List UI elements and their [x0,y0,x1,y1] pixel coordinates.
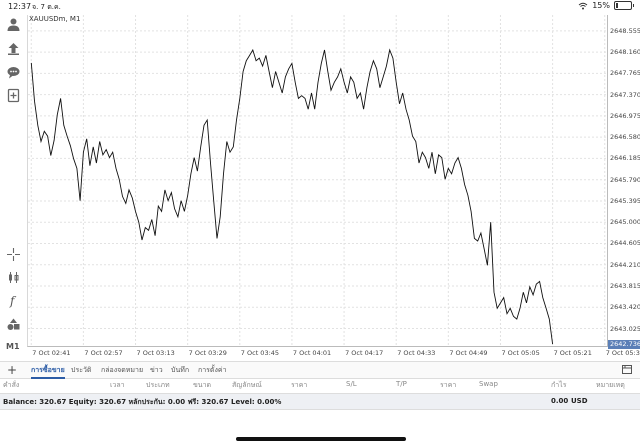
col-time[interactable]: เวลา [110,381,125,389]
status-date: จ. 7 ต.ค. [32,3,61,11]
col-price[interactable]: ราคา [291,381,308,389]
price-tick-label: 2644.210 [610,260,640,269]
time-tick-label: 7 Oct 04:01 [292,349,332,357]
time-tick-label: 7 Oct 04:49 [449,349,488,357]
col-order[interactable]: คำสั่ง [3,381,20,389]
balance-summary: Balance: 320.67 Equity: 320.67 หลักประกั… [3,398,282,406]
tab-settings[interactable]: การตั้งค่า [198,366,227,374]
col-sl[interactable]: S/L [346,380,357,388]
battery-percent: 15% [592,1,610,10]
time-tick-label: 7 Oct 03:29 [188,349,227,357]
price-tick-label: 2647.765 [610,69,640,78]
tab-mailbox[interactable]: กล่องจดหมาย [101,366,144,374]
battery-icon [614,1,634,10]
col-price-current[interactable]: ราคา [440,381,457,389]
col-swap[interactable]: Swap [479,380,498,388]
price-tick-label: 2645.000 [610,218,640,227]
col-symbol[interactable]: สัญลักษณ์ [232,381,262,389]
col-volume[interactable]: ขนาด [193,381,212,389]
account-currency: USD [571,397,588,405]
col-profit[interactable]: กำไร [551,381,567,389]
price-tick-label: 2647.370 [610,90,640,99]
time-tick-label: 7 Oct 04:33 [397,349,436,357]
collapse-panel-icon[interactable] [622,365,632,374]
chat-icon[interactable] [6,65,21,80]
left-toolbar: f M1 [0,15,27,360]
home-indicator [236,437,406,441]
price-tick-label: 2645.395 [610,196,640,205]
price-tick-label: 2643.025 [610,324,640,333]
col-comment[interactable]: หมายเหตุ [596,381,625,389]
price-tick-label: 2648.555 [610,26,640,35]
chart-type-icon[interactable] [6,270,21,285]
objects-icon[interactable] [6,317,21,332]
total-profit: 0.00 [551,397,569,405]
new-order-icon[interactable] [6,88,21,103]
price-tick-label: 2646.185 [610,154,640,163]
tab-trade[interactable]: การซื้อขาย [31,366,65,379]
price-tick-label: 2644.605 [610,239,640,248]
price-tick-label: 2646.975 [610,111,640,120]
time-tick-label: 7 Oct 03:13 [136,349,175,357]
wifi-icon [578,2,588,9]
chart-area[interactable] [27,15,608,347]
time-tick-label: 7 Oct 02:41 [32,349,71,357]
account-icon[interactable] [6,17,21,32]
terminal-tab-bar: + การซื้อขาย ประวัติ กล่องจดหมาย ข่าว บั… [0,361,640,379]
price-tick-label: 2645.790 [610,175,640,184]
price-line [30,48,554,345]
status-bar: 12:37 จ. 7 ต.ค. 15% [0,0,640,15]
tab-journal[interactable]: บันทึก [171,366,190,374]
time-tick-label: 7 Oct 05:05 [501,349,540,357]
price-tick-label: 2643.420 [610,303,640,312]
time-tick-label: 7 Oct 02:57 [84,349,123,357]
time-tick-label: 7 Oct 05:37 [605,349,640,357]
col-type[interactable]: ประเภท [146,381,170,389]
crosshair-icon[interactable] [6,247,21,262]
tab-history[interactable]: ประวัติ [71,366,92,374]
balance-bar: Balance: 320.67 Equity: 320.67 หลักประกั… [0,393,640,410]
add-icon[interactable]: + [7,363,18,377]
time-tick-label: 7 Oct 05:21 [553,349,592,357]
trade-icon[interactable] [6,41,21,56]
price-scale: 2642.736 2648.555 2648.160 2647.765 2647.37… [607,15,640,349]
current-price-badge: 2642.736 [608,339,640,349]
tab-news[interactable]: ข่าว [150,366,163,374]
indicators-icon[interactable]: f [6,293,21,308]
time-tick-label: 7 Oct 03:45 [240,349,280,357]
col-tp[interactable]: T/P [396,380,407,388]
price-tick-label: 2648.160 [610,48,640,57]
price-tick-label: 2646.580 [610,133,640,142]
status-time: 12:37 [8,2,32,11]
symbol-label: XAUUSDm, M1 [29,15,81,23]
orders-table-header: คำสั่ง เวลา ประเภท ขนาด สัญลักษณ์ ราคา S… [0,378,640,392]
time-scale: 7 Oct 02:41 7 Oct 02:57 7 Oct 03:13 7 Oct 0… [27,346,640,360]
status-indicators: 15% [578,1,634,10]
price-tick-label: 2643.815 [610,281,640,290]
svg-text:f: f [9,294,17,308]
timeframe-button[interactable]: M1 [6,342,20,351]
price-chart [28,15,608,346]
time-tick-label: 7 Oct 04:17 [345,349,384,357]
